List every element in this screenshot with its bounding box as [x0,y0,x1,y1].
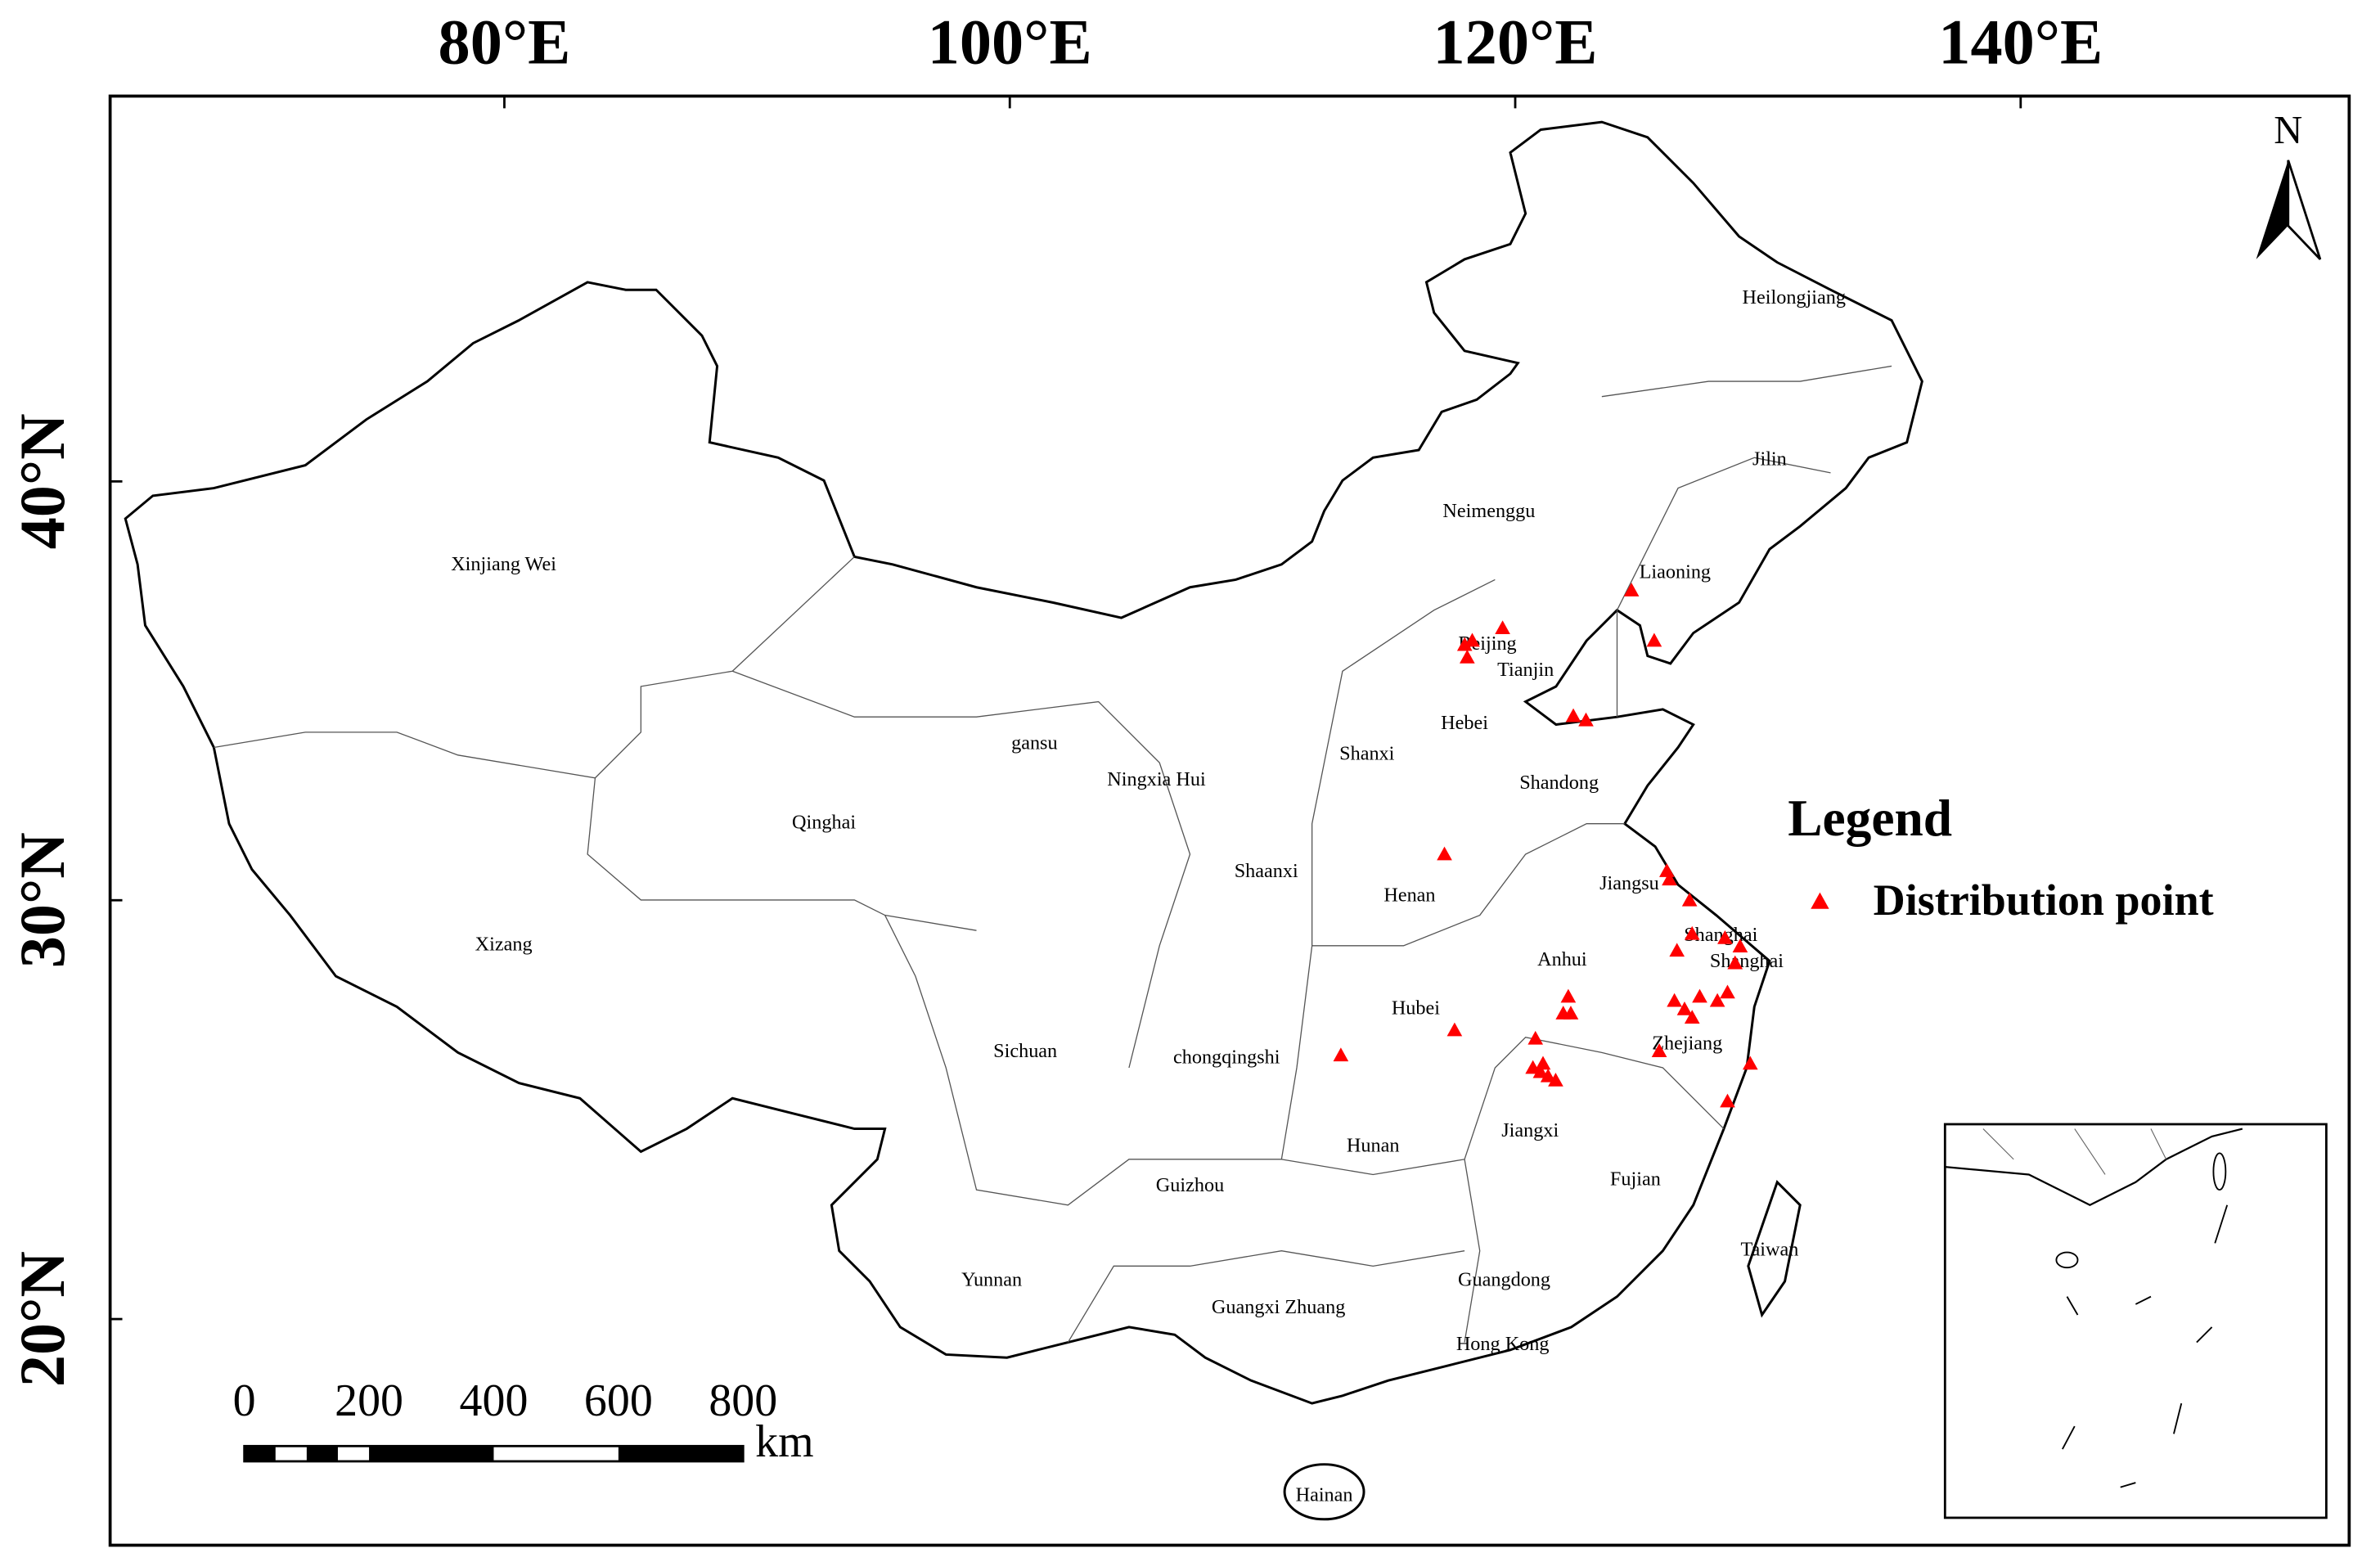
lat-tick-label: 20°N [7,1251,78,1387]
legend-label: Distribution point [1874,876,2214,925]
distribution-point [1651,1043,1667,1057]
distribution-point [1692,988,1707,1003]
province-borders [214,365,1892,1343]
region-label: Shaanxi [1235,860,1298,882]
distribution-point [1662,871,1677,886]
region-label: Hubei [1392,997,1440,1020]
distribution-point [1727,955,1743,970]
distribution-point [1456,637,1473,651]
region-label: Jilin [1752,448,1787,470]
distribution-point [1659,863,1675,877]
scale-bar-segment [244,1446,276,1461]
region-label: Taiwan [1740,1238,1798,1260]
distribution-point [1669,943,1685,957]
lon-tick-label: 140°E [1938,7,2103,78]
region-label: Qinghai [792,811,856,833]
distribution-point [1742,1056,1758,1070]
distribution-point [1623,583,1640,596]
distribution-point [1525,1060,1541,1074]
distribution-point [1446,1022,1463,1037]
lon-tick-label: 120°E [1433,7,1598,78]
region-label: Xinjiang Wei [451,553,556,575]
region-label: Tianjin [1497,659,1554,681]
distribution-point [1720,1093,1735,1108]
country-outline [124,120,1923,1405]
map-frame [108,94,2351,1547]
region-label: Jiangxi [1501,1119,1559,1141]
distribution-point [1527,1030,1544,1045]
scale-bar-segment [618,1446,744,1461]
region-label: Shanghai [1710,950,1784,972]
region-label: Hainan [1296,1483,1353,1506]
distribution-point [1460,650,1475,664]
region-label: Ningxia Hui [1107,768,1206,790]
distribution-point [1555,1006,1572,1020]
inset-map [1943,1123,2328,1519]
scale-tick-label: 600 [584,1375,653,1426]
distribution-point [1732,939,1748,952]
legend-symbol [1811,892,1829,909]
distribution-point [1720,984,1735,999]
region-label: Shandong [1519,772,1599,794]
region-label: Xizang [475,933,533,955]
distribution-point [1717,930,1733,944]
region-label: Shanxi [1339,742,1395,764]
distribution-point [1709,993,1725,1007]
region-label: Liaoning [1640,561,1711,583]
distribution-point [1667,993,1682,1007]
region-label: Hong Kong [1456,1333,1550,1355]
region-label: Zhejiang [1652,1033,1722,1055]
legend: Legend Distribution point [1788,790,2213,925]
region-label: Guizhou [1156,1174,1224,1196]
distribution-point [1532,1064,1549,1078]
lat-tick-label: 40°N [7,413,78,549]
distribution-point [1676,1001,1693,1015]
lon-tick-label: 80°E [439,7,571,78]
region-label: Guangdong [1458,1269,1550,1291]
region-label: Hunan [1347,1134,1400,1156]
legend-title: Legend [1788,790,1952,847]
distribution-point [1540,1068,1556,1083]
region-label: Sichuan [993,1040,1057,1062]
scale-tick-label: 800 [709,1375,777,1426]
lon-tick-label: 100°E [928,7,1092,78]
region-label: Hebei [1441,712,1488,734]
region-label: Fujian [1610,1168,1661,1190]
scale-tick-label: 400 [460,1375,529,1426]
distribution-point [1437,846,1452,861]
distribution-point [1548,1073,1563,1087]
distribution-point [1535,1056,1551,1070]
scale-tick-label: 200 [335,1375,403,1426]
region-label: Heilongjiang [1743,286,1846,308]
distribution-point [1464,632,1480,647]
north-arrow: N [2256,109,2322,260]
scale-tick-label: 0 [233,1375,256,1426]
distribution-point [1495,620,1510,634]
region-label: Anhui [1537,948,1587,970]
distribution-point [1560,988,1577,1003]
region-label: chongqingshi [1173,1046,1280,1068]
distribution-point [1565,708,1581,722]
region-label: Neimenggu [1442,500,1535,522]
hainan-outline [1283,1463,1365,1521]
distribution-point [1684,925,1700,940]
distribution-point [1646,632,1662,647]
scale-bar-segment [306,1446,338,1461]
region-label: Jiangsu [1599,872,1659,894]
scale-bar-segment [369,1446,494,1461]
distribution-point [1681,892,1698,907]
region-label: Yunnan [961,1269,1022,1291]
distribution-point [1578,712,1594,727]
lat-tick-label: 30°N [7,832,78,968]
region-label: gansu [1011,731,1058,754]
taiwan-outline [1747,1180,1802,1318]
region-label: Guangxi Zhuang [1212,1296,1345,1318]
distribution-point [1333,1047,1349,1062]
scale-unit: km [755,1416,813,1467]
north-label: N [2274,109,2302,152]
region-label: Henan [1383,885,1435,907]
distribution-point [1684,1010,1700,1024]
